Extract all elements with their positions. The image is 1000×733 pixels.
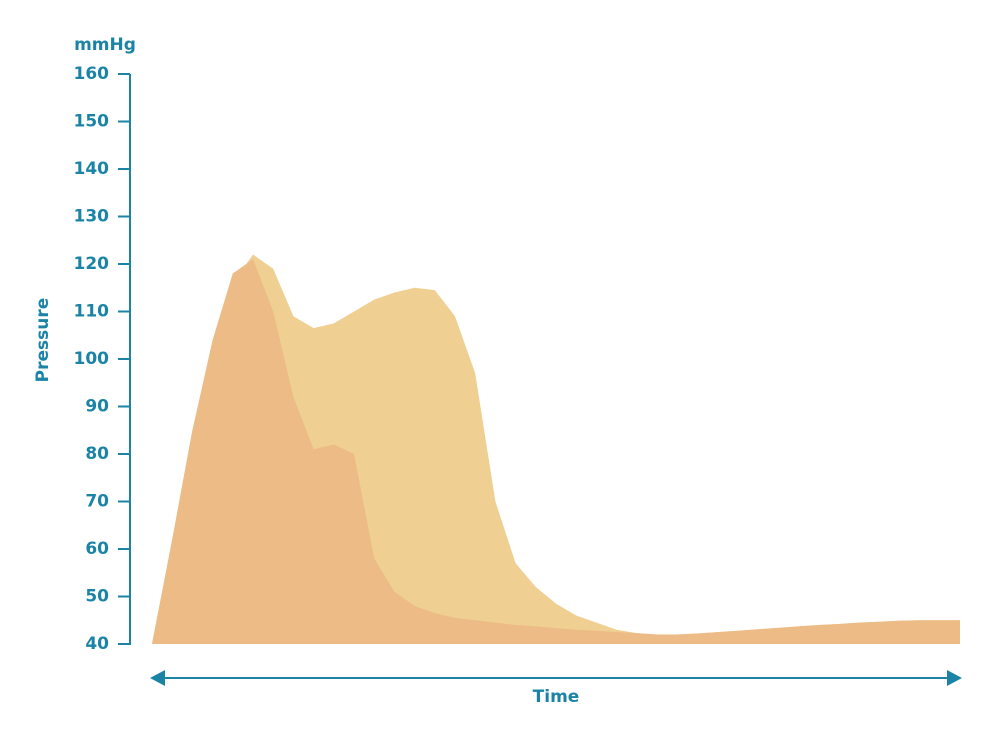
- y-tick-label: 80: [85, 444, 109, 464]
- arrow-head-right: [947, 670, 962, 686]
- y-tick-label: 60: [85, 539, 109, 559]
- plot-area: [152, 254, 960, 644]
- y-tick-label: 140: [74, 159, 110, 179]
- y-tick-label: 90: [85, 397, 109, 417]
- y-axis-title: Pressure: [33, 298, 53, 383]
- y-tick-label: 50: [85, 587, 109, 607]
- y-tick-label: 70: [85, 492, 109, 512]
- y-tick-label: 120: [74, 254, 110, 274]
- pressure-area: [152, 259, 960, 644]
- y-tick-label: 110: [74, 302, 110, 322]
- y-tick-label: 150: [74, 112, 110, 132]
- y-tick-label: 100: [74, 349, 110, 369]
- y-tick-label: 160: [74, 64, 110, 84]
- x-axis-title: Time: [533, 687, 580, 707]
- y-tick-label: 130: [74, 207, 110, 227]
- y-tick-label: 40: [85, 634, 109, 654]
- y-unit: mmHg: [74, 35, 136, 55]
- arrow-head-left: [150, 670, 165, 686]
